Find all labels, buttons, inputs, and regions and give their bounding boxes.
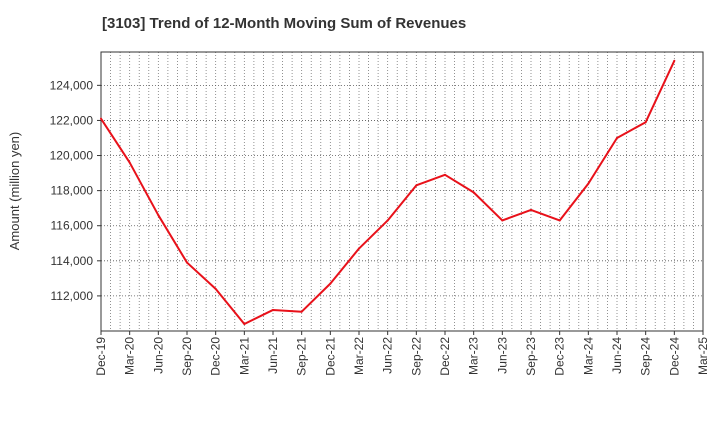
data-point <box>673 59 676 62</box>
y-tick-label: 112,000 <box>51 289 94 303</box>
x-tick-label: Dec-23 <box>553 337 567 376</box>
data-point <box>558 219 561 222</box>
data-point <box>329 282 332 285</box>
data-point <box>472 191 475 194</box>
data-point <box>214 287 217 290</box>
y-tick-label: 120,000 <box>50 149 94 163</box>
x-tick-label: Dec-21 <box>323 337 337 376</box>
x-tick-label: Mar-20 <box>123 337 137 375</box>
data-point <box>157 214 160 217</box>
x-tick-label: Mar-21 <box>237 337 251 375</box>
chart-title: [3103] Trend of 12-Month Moving Sum of R… <box>102 15 467 32</box>
x-tick-label: Mar-25 <box>696 337 710 375</box>
x-tick-label: Mar-24 <box>581 337 595 375</box>
x-tick-label: Jun-23 <box>495 337 509 374</box>
x-tick-label: Jun-21 <box>266 337 280 374</box>
x-tick-label: Jun-24 <box>610 337 624 374</box>
data-point <box>644 121 647 124</box>
data-point <box>272 308 274 311</box>
x-tick-label: Jun-22 <box>381 337 395 374</box>
data-point <box>358 247 360 250</box>
x-tick-label: Sep-22 <box>409 337 423 376</box>
x-tick-label: Sep-23 <box>524 337 538 376</box>
data-point <box>415 184 418 187</box>
y-tick-label: 116,000 <box>51 219 94 233</box>
x-tick-label: Sep-24 <box>639 337 653 376</box>
x-tick-label: Mar-22 <box>352 337 366 375</box>
y-axis: 112,000 114,000 116,000 118,000 120,000 122,0… <box>50 78 101 303</box>
y-tick-label: 118,000 <box>51 184 94 198</box>
data-point <box>243 322 246 325</box>
x-tick-label: Mar-23 <box>467 337 481 375</box>
data-point <box>616 136 618 139</box>
x-tick-label: Dec-19 <box>94 337 108 376</box>
data-point <box>444 173 446 176</box>
x-tick-label: Dec-20 <box>209 337 223 376</box>
x-tick-label: Dec-24 <box>667 337 681 376</box>
y-tick-label: 114,000 <box>51 254 94 268</box>
data-point <box>100 117 102 120</box>
data-point <box>186 261 188 264</box>
y-tick-label: 124,000 <box>50 78 94 92</box>
plot-frame <box>100 51 704 332</box>
data-point <box>587 182 590 185</box>
series-layer <box>100 59 676 325</box>
x-tick-label: Sep-20 <box>180 337 194 376</box>
data-point <box>386 219 389 222</box>
data-point <box>530 208 532 211</box>
x-tick-label: Dec-22 <box>438 337 452 376</box>
grid-lines <box>101 52 703 331</box>
y-tick-label: 122,000 <box>50 113 94 127</box>
data-point <box>501 219 504 222</box>
x-tick-label: Jun-20 <box>151 337 165 374</box>
data-point <box>300 310 303 313</box>
y-axis-label: Amount (million yen) <box>7 132 22 251</box>
data-point <box>128 161 131 164</box>
x-tick-label: Sep-21 <box>295 337 309 376</box>
x-axis: Dec-19 Mar-20 Jun-20 Sep-20 Dec-20 Mar-21 Jun-… <box>94 331 710 376</box>
